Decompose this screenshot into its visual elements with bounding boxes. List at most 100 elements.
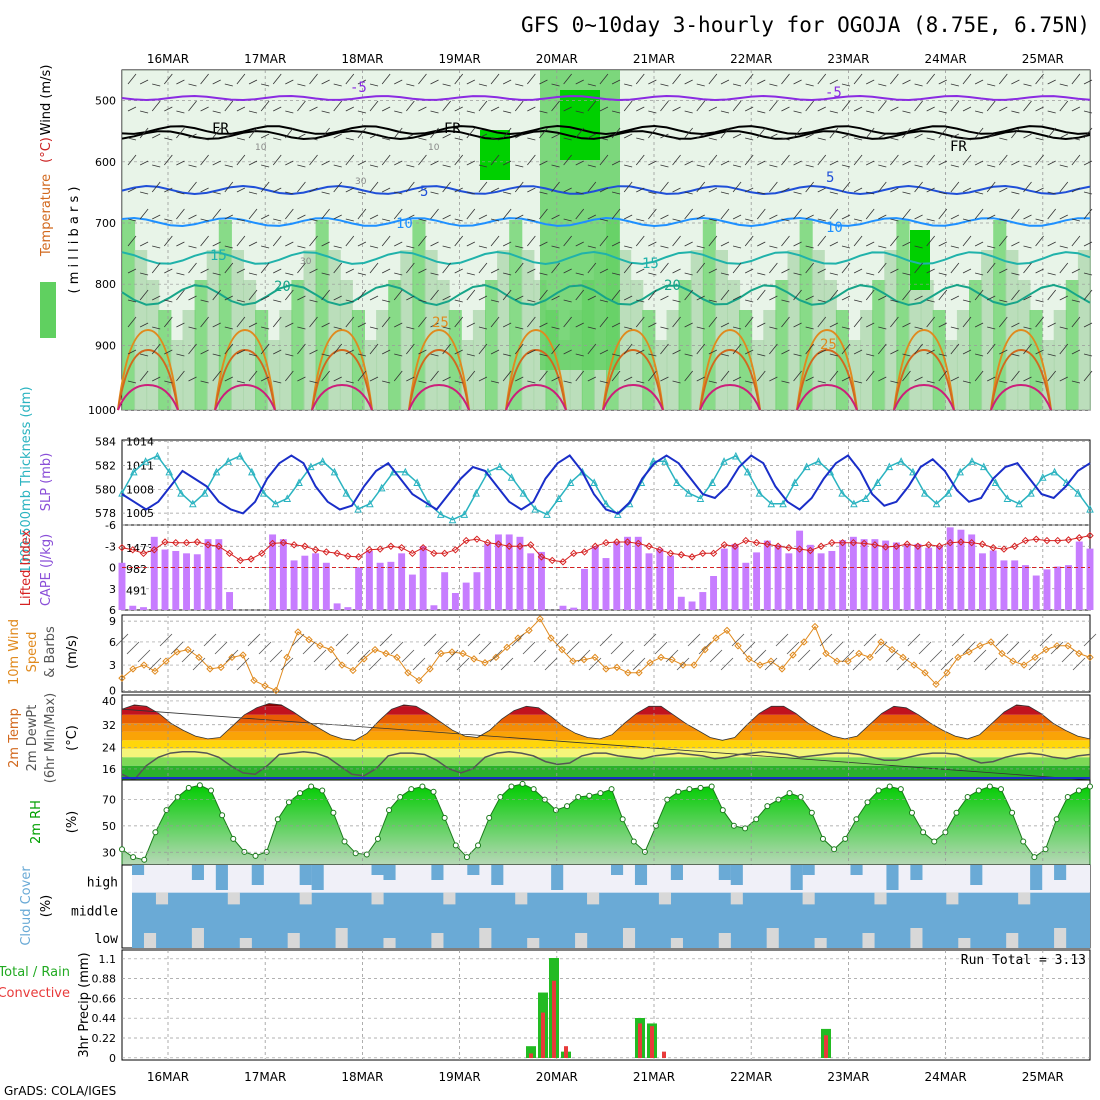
rh-shade-column bbox=[448, 310, 462, 410]
wind-barb bbox=[720, 322, 730, 328]
lifted-index-point bbox=[1000, 545, 1008, 553]
cloud-mid-gap bbox=[155, 892, 169, 905]
wind-barb bbox=[974, 289, 984, 301]
wind-barb bbox=[611, 289, 621, 301]
wind-barb bbox=[635, 316, 645, 328]
wind-barb bbox=[853, 268, 863, 274]
rh2m-axis-label: 2m RH bbox=[29, 800, 44, 844]
wind-barb bbox=[381, 187, 391, 193]
wind-barb bbox=[793, 191, 802, 195]
thickness-point bbox=[944, 489, 953, 497]
wind-barb bbox=[269, 649, 283, 663]
date-label-bottom: 23MAR bbox=[827, 1070, 869, 1084]
wind-barb bbox=[163, 235, 173, 247]
wind-barb bbox=[720, 160, 730, 166]
wind-barb bbox=[212, 370, 222, 382]
wind-barb bbox=[890, 106, 899, 112]
wind-barb bbox=[878, 83, 887, 87]
wind-barb bbox=[345, 299, 354, 303]
wind-barb bbox=[1071, 187, 1081, 193]
wind-barb bbox=[478, 181, 488, 193]
cloud-high-bar bbox=[383, 865, 396, 880]
wind-barb bbox=[987, 295, 996, 301]
wind-barb bbox=[999, 299, 1008, 303]
rh2m-point bbox=[174, 794, 181, 800]
rh2m-point bbox=[1075, 787, 1082, 794]
wind-barb bbox=[236, 268, 246, 274]
wind-barb bbox=[333, 326, 342, 330]
wind-barb bbox=[514, 343, 524, 355]
rh2m-point bbox=[953, 809, 960, 816]
wind-barb bbox=[285, 127, 294, 139]
wind-barb bbox=[797, 649, 811, 663]
wind-barb bbox=[648, 370, 657, 382]
lifted-index-point bbox=[978, 540, 987, 548]
wind-barb bbox=[720, 370, 730, 382]
wind-barb bbox=[732, 326, 742, 330]
wind-barb bbox=[527, 73, 536, 85]
wind-barb bbox=[684, 322, 693, 328]
rh-shade-column bbox=[969, 280, 983, 410]
wind-barb bbox=[950, 262, 960, 274]
wind-barb bbox=[382, 299, 391, 303]
wind-barb bbox=[974, 79, 984, 85]
thickness-point bbox=[802, 462, 811, 471]
wind-barb bbox=[140, 353, 149, 357]
isotherm-hump bbox=[408, 383, 470, 411]
thickness-point bbox=[436, 510, 445, 518]
wind-axis-label: Wind (m/s) bbox=[39, 65, 54, 136]
temp-outline bbox=[121, 703, 1091, 781]
wind-barb bbox=[200, 73, 209, 85]
cloud-high-bar bbox=[467, 865, 480, 875]
wind-barb bbox=[563, 106, 572, 112]
wind-barb bbox=[551, 100, 560, 112]
lifted-index-point bbox=[397, 543, 406, 552]
cloud-low-gap bbox=[814, 938, 827, 948]
isotherm-hump bbox=[893, 348, 955, 411]
wind-barb bbox=[938, 110, 947, 114]
wind-barb bbox=[368, 657, 382, 671]
precip-frame bbox=[121, 949, 1091, 1061]
rh-shade-column bbox=[666, 310, 680, 410]
rh-shade-column bbox=[436, 280, 450, 410]
wind-barb bbox=[551, 343, 560, 355]
isotherm-hump bbox=[214, 328, 276, 411]
thickness-point bbox=[295, 478, 303, 486]
wind-barb bbox=[890, 380, 899, 384]
wind-barb bbox=[345, 268, 355, 274]
wind-barb bbox=[648, 208, 657, 220]
wind-barb bbox=[394, 191, 403, 195]
wind-speed-point bbox=[470, 655, 478, 663]
wind-barb bbox=[551, 133, 560, 139]
wind-barb bbox=[918, 641, 932, 655]
wind-barb bbox=[478, 295, 488, 301]
wind-barb bbox=[309, 316, 318, 328]
lifted-index-point bbox=[1032, 535, 1040, 543]
wind-barb bbox=[563, 380, 572, 384]
wind-barb bbox=[853, 235, 863, 247]
cloud-high-bar bbox=[132, 865, 145, 875]
wind-barb bbox=[1059, 262, 1069, 274]
wind-barb bbox=[321, 208, 330, 220]
wind-barb bbox=[1035, 187, 1044, 193]
cape-bar bbox=[183, 553, 190, 610]
lifted-index-point bbox=[430, 549, 438, 558]
wind-barb bbox=[502, 322, 512, 328]
wind-barb bbox=[938, 208, 948, 220]
rh2m-point bbox=[975, 787, 982, 794]
wind-barb bbox=[624, 326, 633, 330]
cape-bar bbox=[1000, 560, 1008, 610]
cape-bar bbox=[688, 601, 696, 610]
wind-barb bbox=[224, 326, 233, 330]
wind-barb bbox=[599, 633, 613, 647]
wind-barb bbox=[1083, 272, 1093, 276]
wind-barb bbox=[148, 657, 162, 671]
wind-barb bbox=[333, 343, 343, 355]
lifted-index-point bbox=[139, 549, 148, 558]
rh-shade-column bbox=[848, 340, 862, 410]
wind-barb bbox=[309, 299, 318, 303]
date-label-top: 17MAR bbox=[244, 52, 286, 66]
wind-barb bbox=[998, 154, 1008, 166]
rh2m-point bbox=[219, 812, 226, 819]
